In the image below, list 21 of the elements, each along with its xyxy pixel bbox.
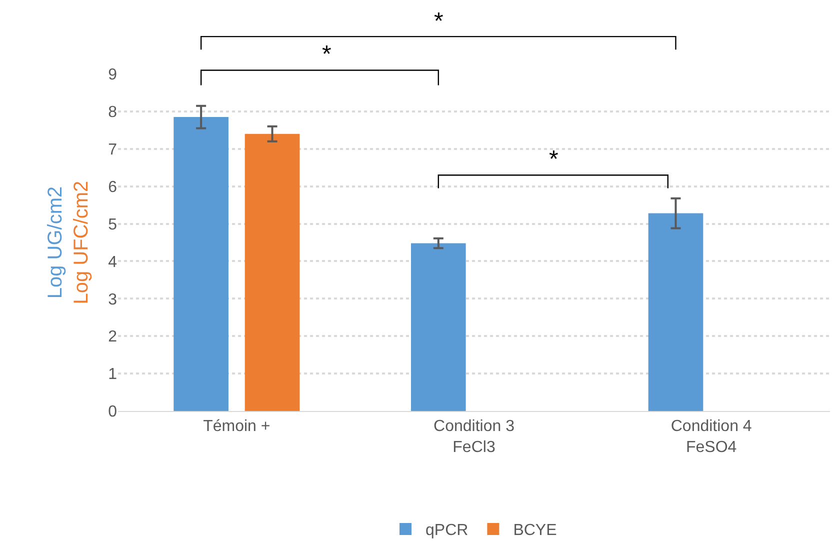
y-tick-label: 7 — [108, 141, 118, 158]
y-tick-label: 3 — [108, 291, 118, 308]
y-tick-label: 4 — [108, 254, 118, 271]
y-tick-label: 6 — [108, 178, 118, 196]
x-tick-label: Condition 4 FeSO4 — [670, 418, 752, 456]
text: * — [322, 41, 332, 68]
annotation: * — [549, 146, 558, 173]
x-tick-label: Condition 3 FeCl3 — [434, 418, 515, 456]
x-tick-label: Témoin + — [203, 418, 270, 436]
y-tick-label: 0 — [108, 404, 118, 421]
y-tick-label: 1 — [108, 366, 118, 384]
bar — [648, 213, 704, 411]
text: * — [434, 8, 444, 35]
y-tick-label: 8 — [108, 104, 118, 122]
y-tick-label: 9 — [108, 66, 118, 84]
y-tick-label: 5 — [108, 216, 118, 234]
bar — [174, 117, 228, 411]
y-axis-title: Log UG/cm2 Log UFC/cm2 — [44, 180, 93, 304]
bar — [410, 243, 466, 411]
y-tick-label: 2 — [108, 328, 118, 346]
bar — [244, 134, 300, 411]
